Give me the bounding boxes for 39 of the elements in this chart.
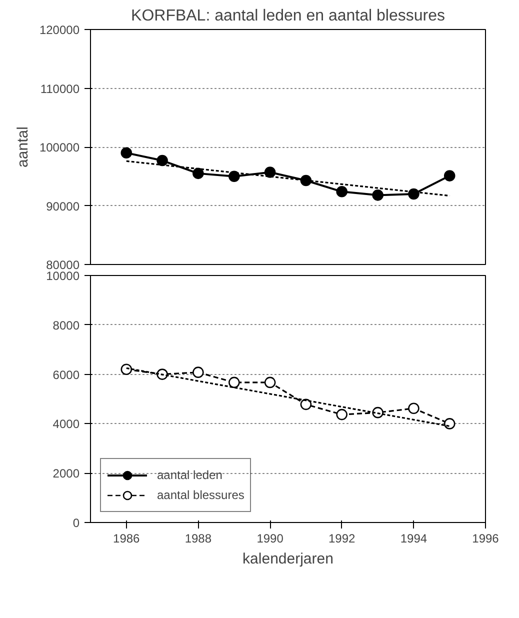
y-tick-label: 8000 bbox=[52, 318, 80, 332]
point bbox=[120, 364, 132, 375]
point bbox=[444, 418, 456, 430]
y-tick-label: 80000 bbox=[46, 258, 80, 272]
y-tick-label: 6000 bbox=[52, 368, 80, 382]
x-tick-label: 1996 bbox=[472, 532, 500, 546]
point bbox=[228, 170, 240, 182]
point bbox=[192, 168, 204, 180]
y-tick-label: 2000 bbox=[52, 466, 80, 481]
legend-label: aantal leden bbox=[157, 468, 222, 482]
point bbox=[444, 170, 456, 182]
y-tick-label: 100000 bbox=[39, 140, 80, 154]
point bbox=[264, 376, 276, 388]
y-tick-label: 0 bbox=[72, 516, 80, 530]
point bbox=[372, 190, 384, 201]
point bbox=[408, 188, 420, 200]
x-tick-label: 1992 bbox=[328, 532, 356, 546]
y-tick-label: 120000 bbox=[39, 23, 80, 37]
point bbox=[336, 408, 348, 420]
y-axis-title: aantal bbox=[14, 126, 32, 168]
y-tick-label: 4000 bbox=[52, 417, 80, 432]
point bbox=[300, 398, 312, 410]
legend-label: aantal blessures bbox=[157, 488, 244, 502]
point bbox=[408, 402, 420, 414]
x-tick-label: 1990 bbox=[256, 532, 284, 546]
x-axis-title: kalenderjaren bbox=[242, 550, 334, 568]
chart-title: KORFBAL: aantal leden en aantal blessures bbox=[131, 8, 445, 24]
point bbox=[192, 366, 204, 378]
x-tick-label: 1986 bbox=[113, 532, 140, 546]
point bbox=[264, 166, 276, 178]
point bbox=[120, 147, 132, 159]
y-tick-label: 110000 bbox=[40, 82, 80, 96]
y-tick-label: 90000 bbox=[46, 199, 80, 214]
point bbox=[156, 154, 168, 166]
point bbox=[228, 376, 240, 388]
y-tick-label: 10000 bbox=[46, 269, 80, 283]
x-tick-label: 1988 bbox=[184, 532, 212, 546]
x-tick-label: 1994 bbox=[400, 532, 428, 546]
point bbox=[336, 186, 348, 198]
